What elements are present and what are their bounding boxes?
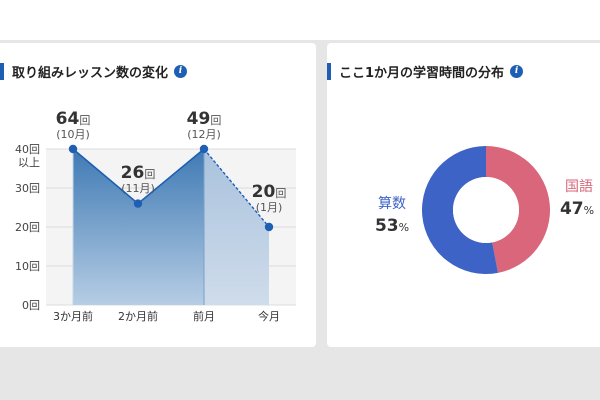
data-value-label: 64回 xyxy=(56,109,91,129)
x-tick-label: 前月 xyxy=(193,309,215,323)
y-tick-overflow-label: 以上 xyxy=(18,156,40,169)
y-tick-label: 0回 xyxy=(22,299,40,312)
series-line-dashed xyxy=(203,148,270,228)
area-fill-current xyxy=(204,149,269,305)
donut-hole xyxy=(453,177,519,243)
donut-slice xyxy=(422,146,498,274)
lesson-count-title: 取り組みレッスン数の変化 xyxy=(12,65,169,81)
lesson-count-card: 取り組みレッスン数の変化 i 0回 10回 20回 30回 40回 以上 64回 (10月) 2… xyxy=(0,43,316,347)
study-time-card: ここ1か月の学習時間の分布 i 算数 53% 国語 47% xyxy=(327,43,600,347)
data-month-label: (1月) xyxy=(256,201,283,214)
y-tick-label: 40回 xyxy=(15,143,40,156)
y-tick-label: 10回 xyxy=(15,260,40,273)
slice-name-label: 国語 xyxy=(565,179,593,195)
y-tick-label: 20回 xyxy=(15,221,40,234)
title-accent-bar xyxy=(327,62,331,80)
data-month-label: (12月) xyxy=(187,128,221,141)
slice-name-label: 算数 xyxy=(378,196,406,212)
x-tick-label: 2か月前 xyxy=(118,309,158,323)
y-tick-label: 30回 xyxy=(15,182,40,195)
data-month-label: (11月) xyxy=(121,182,155,195)
lesson-count-header: 取り組みレッスン数の変化 i xyxy=(0,61,188,81)
study-time-donut-chart: 算数 53% 国語 47% xyxy=(375,146,594,274)
data-value-label: 20回 xyxy=(252,182,287,202)
data-point xyxy=(264,222,274,232)
x-tick-label: 今月 xyxy=(258,309,280,323)
donut-slice xyxy=(486,146,550,273)
data-point xyxy=(133,199,143,208)
data-month-label: (10月) xyxy=(56,128,90,141)
study-time-title: ここ1か月の学習時間の分布 xyxy=(339,65,505,81)
title-accent-bar xyxy=(0,62,4,80)
data-point xyxy=(199,144,209,154)
top-strip xyxy=(0,0,600,40)
study-time-header: ここ1か月の学習時間の分布 i xyxy=(327,61,524,81)
info-icon[interactable]: i xyxy=(510,64,524,78)
info-icon[interactable]: i xyxy=(174,64,188,78)
data-value-label: 49回 xyxy=(187,109,222,129)
data-point xyxy=(68,144,78,154)
slice-value-label: 53% xyxy=(375,216,409,236)
area-fill-past xyxy=(73,149,204,305)
x-tick-label: 3か月前 xyxy=(53,309,93,323)
data-value-label: 26回 xyxy=(121,163,156,183)
slice-value-label: 47% xyxy=(560,199,594,219)
